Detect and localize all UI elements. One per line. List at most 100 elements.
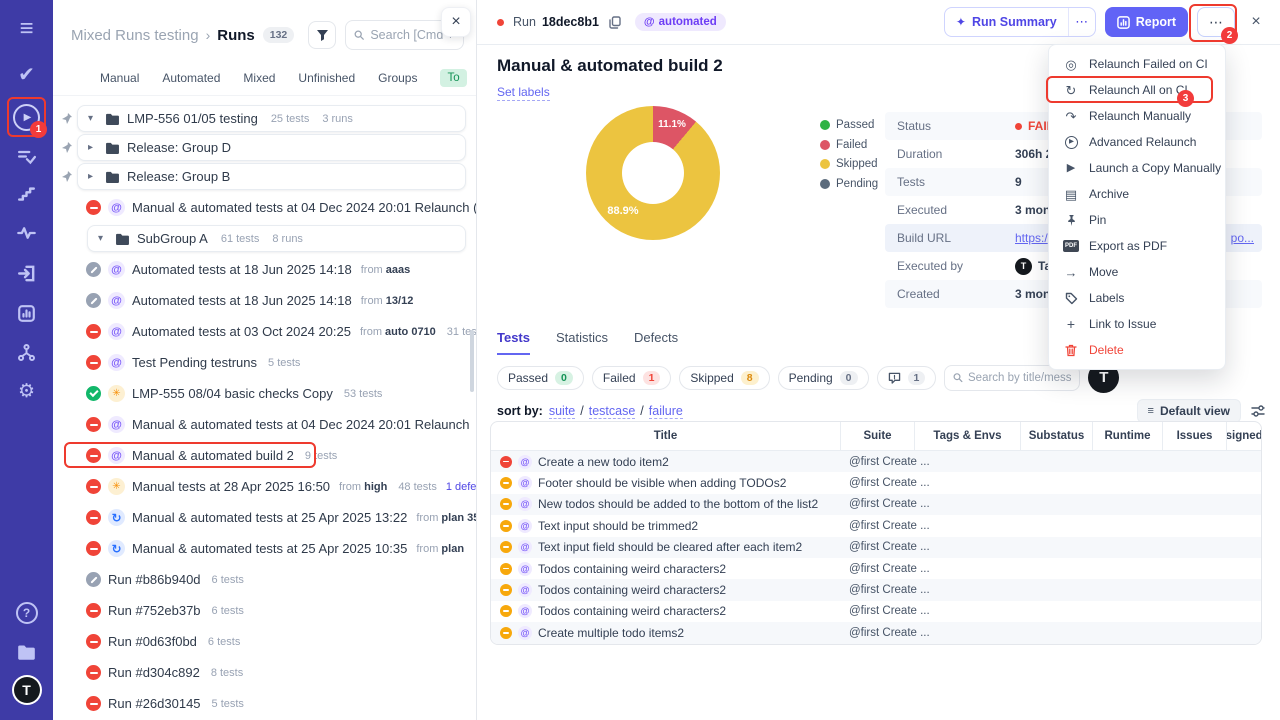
test-row[interactable]: @ Footer should be visible when adding TO… — [491, 472, 1261, 493]
steps-icon[interactable] — [0, 178, 53, 208]
tab-groups[interactable]: Groups — [378, 70, 418, 85]
run-row[interactable]: ✳ Manual tests at 28 Apr 2025 16:50 from… — [53, 471, 476, 502]
filter-comments[interactable]: 1 — [876, 365, 937, 390]
filter-button[interactable] — [308, 21, 337, 49]
menu-item-launch-copy-manually[interactable]: ▶ Launch a Copy Manually — [1049, 155, 1225, 181]
filter-pending[interactable]: Pending 0 — [777, 365, 869, 390]
hamburger-menu-icon[interactable]: ≡ — [19, 15, 34, 42]
gear-icon[interactable]: ⚙ — [17, 380, 36, 402]
group-row[interactable]: ▾ LMP-556 01/05 testing 25 tests 3 runs — [62, 105, 466, 132]
automated-run-icon: @ — [108, 447, 125, 464]
tab-defects[interactable]: Defects — [634, 330, 679, 345]
play-circle-runs-icon[interactable]: ▶ — [0, 102, 53, 132]
menu-item-delete[interactable]: Delete — [1049, 337, 1225, 363]
test-row[interactable]: @ Todos containing weird characters2 @fir… — [491, 558, 1261, 579]
scrollbar-thumb[interactable] — [470, 330, 474, 392]
filter-passed[interactable]: Passed 0 — [497, 365, 584, 390]
list-check-icon[interactable] — [0, 142, 53, 172]
check-icon[interactable]: ✔ — [18, 64, 35, 86]
close-run-button[interactable]: × — [1244, 10, 1268, 34]
run-detail-topbar: Run 18dec8b1 @ automated ✦ Run Summary ⋯ R… — [477, 0, 1280, 45]
legend-skipped: Skipped — [820, 158, 878, 170]
run-row[interactable]: Run #26d30145 5 tests — [53, 688, 476, 719]
run-row[interactable]: @ Manual & automated tests at 04 Dec 202… — [53, 409, 476, 440]
tab-unfinished[interactable]: Unfinished — [298, 70, 356, 85]
test-row[interactable]: @ New todos should be added to the bottom… — [491, 493, 1261, 516]
run-row[interactable]: @ Automated tests at 03 Oct 2024 20:25 f… — [53, 316, 476, 347]
user-avatar[interactable]: T — [0, 675, 53, 705]
filter-failed[interactable]: Failed 1 — [591, 365, 672, 390]
run-row[interactable]: ✳ LMP-555 08/04 basic checks Copy 53 tes… — [53, 378, 476, 409]
run-row[interactable]: Run #0d63f0bd 6 tests — [53, 626, 476, 657]
run-row[interactable]: ↻ Manual & automated tests at 25 Apr 202… — [53, 533, 476, 564]
sort-by-testcase[interactable]: testcase — [588, 403, 636, 419]
group-row[interactable]: ▾ SubGroup A 61 tests 8 runs — [87, 225, 466, 252]
panel-close-button[interactable]: × — [441, 7, 471, 37]
run-row[interactable]: @ Automated tests at 18 Jun 2025 14:18 f… — [53, 254, 476, 285]
tab-today[interactable]: To — [440, 68, 467, 87]
sort-by-failure[interactable]: failure — [648, 403, 683, 419]
run-row[interactable]: @ Manual & automated tests at 04 Dec 202… — [53, 192, 476, 223]
test-row[interactable]: @ Create a new todo item2 @first Create .… — [491, 451, 1261, 473]
chevron-down-icon[interactable]: ▾ — [98, 233, 104, 244]
import-icon[interactable] — [0, 258, 53, 288]
runs-search-input[interactable] — [370, 28, 455, 42]
run-summary-more-button[interactable]: ⋯ — [1067, 8, 1095, 36]
sort-by-suite[interactable]: suite — [548, 403, 576, 419]
test-row[interactable]: @ Create multiple todo items2 @first Crea… — [491, 622, 1261, 644]
menu-item-export-pdf[interactable]: PDF Export as PDF — [1063, 239, 1168, 253]
group-row[interactable]: ▸ Release: Group D — [62, 134, 466, 161]
chevron-right-icon[interactable]: ▸ — [88, 142, 94, 153]
run-row[interactable]: Run #752eb37b 6 tests — [53, 595, 476, 626]
menu-item-archive[interactable]: ▤ Archive — [1064, 186, 1130, 202]
filter-skipped[interactable]: Skipped 8 — [679, 365, 770, 390]
menu-item-advanced-relaunch[interactable]: ▶ Advanced Relaunch — [1049, 129, 1225, 155]
copy-run-id-button[interactable] — [609, 15, 621, 29]
automated-test-icon: @ — [518, 454, 532, 469]
view-settings-button[interactable] — [1251, 404, 1266, 418]
tests-search-input[interactable] — [968, 371, 1072, 384]
menu-item-relaunch-manually[interactable]: ↷ Relaunch Manually — [1049, 103, 1225, 129]
menu-item-link-to-issue[interactable]: + Link to Issue — [1049, 311, 1225, 337]
run-row[interactable]: Run #b86b940d 6 tests — [53, 564, 476, 595]
run-summary-button[interactable]: ✦ Run Summary ⋯ — [943, 7, 1096, 37]
run-row[interactable]: @ Test Pending testruns 5 tests — [53, 347, 476, 378]
group-row[interactable]: ▸ Release: Group B — [62, 163, 466, 190]
folder-icon[interactable] — [0, 637, 53, 667]
menu-item-relaunch-failed-on-ci[interactable]: ◎ Relaunch Failed on CI — [1049, 51, 1225, 77]
run-row[interactable]: Run #d304c892 8 tests — [53, 657, 476, 688]
report-button[interactable]: Report — [1104, 7, 1188, 37]
tab-statistics[interactable]: Statistics — [556, 330, 609, 345]
chevron-right-icon[interactable]: ▸ — [88, 171, 94, 182]
tab-manual[interactable]: Manual — [100, 70, 140, 85]
set-labels-link[interactable]: Set labels — [497, 85, 550, 101]
menu-item-relaunch-all-on-ci[interactable]: ↻ Relaunch All on CI 3 — [1046, 76, 1225, 107]
canceled-status-icon — [86, 262, 101, 277]
pulse-icon[interactable] — [0, 218, 53, 248]
test-row[interactable]: @ Todos containing weird characters2 @fir… — [491, 579, 1261, 601]
test-row[interactable]: @ Text input should be trimmed2 @first Cr… — [491, 515, 1261, 536]
breadcrumb-project[interactable]: Mixed Runs testing — [71, 26, 199, 44]
mixed-run-icon: ✳ — [108, 385, 125, 402]
tab-tests[interactable]: Tests — [497, 330, 530, 355]
test-row[interactable]: @ Text input field should be cleared afte… — [491, 536, 1261, 558]
chevron-down-icon[interactable]: ▾ — [88, 113, 94, 124]
menu-item-labels[interactable]: Labels — [1049, 285, 1225, 311]
build-url-link[interactable]: https:/ — [1015, 231, 1048, 245]
help-icon[interactable]: ? — [0, 598, 53, 628]
run-actions-menu-button[interactable]: ⋯ — [1197, 7, 1235, 37]
build-url-link-end[interactable]: po... — [1230, 231, 1254, 245]
run-row[interactable]: ↻ Manual & automated tests at 25 Apr 202… — [53, 502, 476, 533]
tab-mixed[interactable]: Mixed — [243, 70, 276, 85]
skipped-status-icon — [500, 541, 512, 554]
tab-automated[interactable]: Automated — [162, 70, 221, 85]
menu-item-pin[interactable]: Pin — [1049, 207, 1225, 233]
bar-chart-icon[interactable] — [0, 298, 53, 328]
run-row-selected[interactable]: @ Manual & automated build 2 9 tests — [53, 440, 476, 471]
branch-icon[interactable] — [0, 337, 53, 367]
run-row[interactable]: @ Automated tests at 18 Jun 2025 14:18 f… — [53, 285, 476, 316]
automated-test-icon: @ — [518, 625, 532, 640]
test-row[interactable]: @ Todos containing weird characters2 @fir… — [491, 601, 1261, 622]
view-selector[interactable]: ≡ Default view — [1136, 399, 1241, 423]
menu-item-move[interactable]: → Move — [1064, 264, 1119, 280]
